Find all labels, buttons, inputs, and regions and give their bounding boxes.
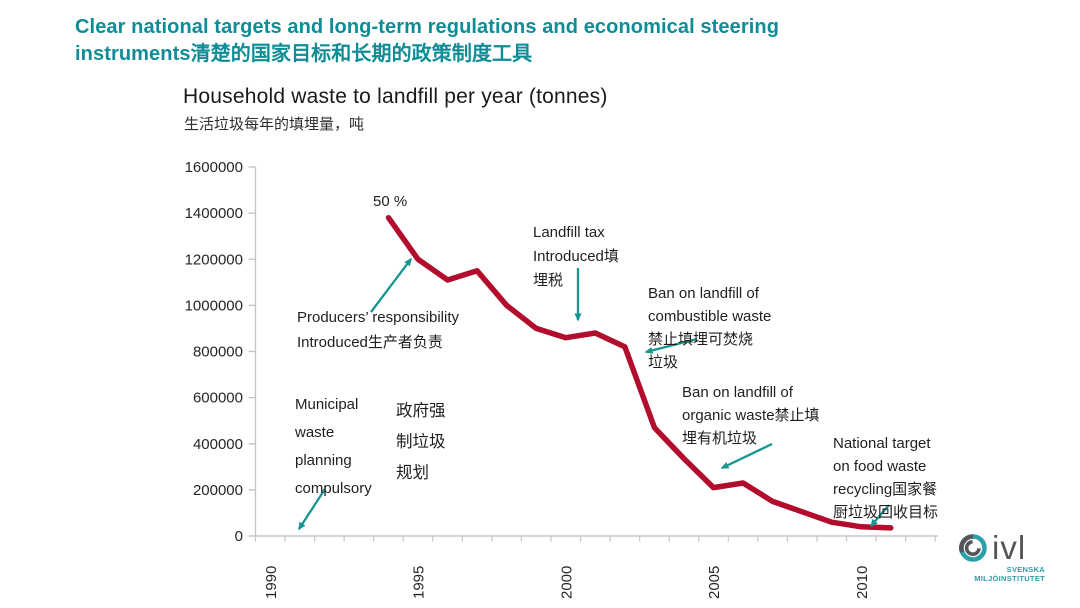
x-tick-label: 1990 — [263, 566, 280, 599]
slide-title: Clear national targets and long-term reg… — [75, 16, 780, 65]
y-tick-label: 800000 — [193, 344, 243, 361]
y-tick-label: 400000 — [193, 436, 243, 453]
y-tick-label: 1200000 — [185, 251, 243, 268]
y-tick-label: 1000000 — [185, 297, 243, 314]
y-tick-label: 0 — [235, 528, 243, 545]
x-tick-label: 2005 — [706, 566, 723, 599]
annotation-landfill-tax: Landfill tax Introduced填 埋税 — [533, 224, 619, 289]
ivl-logo-subtitle: SVENSKA MILJÖINSTITUTET — [974, 565, 1045, 583]
national-target-arrow — [870, 504, 890, 528]
producers-responsibility-arrow — [370, 257, 412, 313]
chart-title: Household waste to landfill per year (to… — [183, 85, 608, 108]
annotation-arrows — [298, 257, 890, 531]
organic-waste-ban-arrow — [720, 442, 773, 470]
trend-line-group — [385, 214, 894, 531]
annotation-municipal-planning-zh: 政府强 制垃圾 规划 — [396, 402, 446, 482]
ivl-swirl-icon — [959, 534, 987, 562]
annotation-fifty-percent: 50 % — [373, 193, 408, 210]
annotation-organic-waste-ban: Ban on landfill of organic waste禁止填 埋有机垃… — [682, 384, 820, 447]
annotation-municipal-planning-en: Municipal waste planning compulsory — [295, 396, 372, 497]
chart-axes: 0 200000 400000 600000 800000 1000000 1200000 1… — [185, 159, 938, 599]
y-tick-label: 1400000 — [185, 205, 243, 222]
annotation-national-food-waste-target: National target on food waste recycling国… — [833, 435, 939, 521]
annotation-combustible-waste-ban: Ban on landfill of combustible waste 禁止填… — [648, 285, 772, 371]
annotation-producers-responsibility: Producers’ responsibility Introduced生产者负… — [297, 309, 460, 351]
y-tick-label: 200000 — [193, 482, 243, 499]
y-tick-label: 600000 — [193, 390, 243, 407]
ivl-logo-text: ivl — [992, 529, 1027, 566]
x-tick-label: 2000 — [558, 566, 575, 599]
x-tick-label: 2010 — [854, 566, 871, 599]
ivl-logo: ivl SVENSKA MILJÖINSTITUTET — [956, 531, 1048, 583]
trend-line — [385, 214, 894, 531]
municipal-planning-arrow — [298, 488, 326, 531]
y-tick-label: 1600000 — [185, 159, 243, 176]
chart-subtitle: 生活垃圾每年的填埋量，吨 — [184, 116, 365, 133]
combustible-waste-ban-arrow — [644, 337, 698, 354]
x-tick-label: 1995 — [411, 566, 428, 599]
